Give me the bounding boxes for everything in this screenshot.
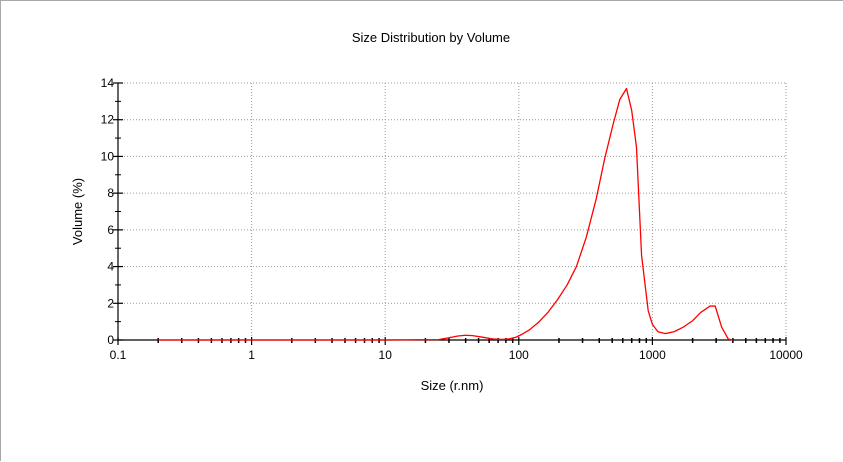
volume-distribution-line (158, 87, 733, 341)
data-series (158, 87, 733, 341)
y-tick-label: 14 (101, 76, 115, 90)
y-tick-label: 2 (107, 296, 114, 310)
y-tick-label: 6 (107, 223, 114, 237)
x-tick-label: 0.1 (110, 348, 127, 362)
x-tick-label: 1 (248, 348, 255, 362)
y-tick-label: 12 (101, 113, 115, 127)
y-tick-label: 10 (101, 149, 115, 163)
x-tick-label: 10000 (769, 348, 803, 362)
x-tick-label: 100 (509, 348, 529, 362)
grid-lines (118, 82, 787, 340)
axis-ticks: 0 2 4 6 8 10 12 14 0.1 1 10 100 1000 10000 (101, 76, 803, 362)
x-tick-label: 1000 (639, 348, 666, 362)
x-axis-label: Size (r.nm) (421, 378, 484, 393)
axes (117, 83, 786, 341)
y-tick-label: 0 (107, 333, 114, 347)
y-axis-label: Volume (%) (70, 178, 85, 245)
y-tick-label: 4 (107, 260, 114, 274)
y-tick-label: 8 (107, 186, 114, 200)
x-tick-label: 10 (379, 348, 393, 362)
chart-title: Size Distribution by Volume (352, 30, 510, 45)
